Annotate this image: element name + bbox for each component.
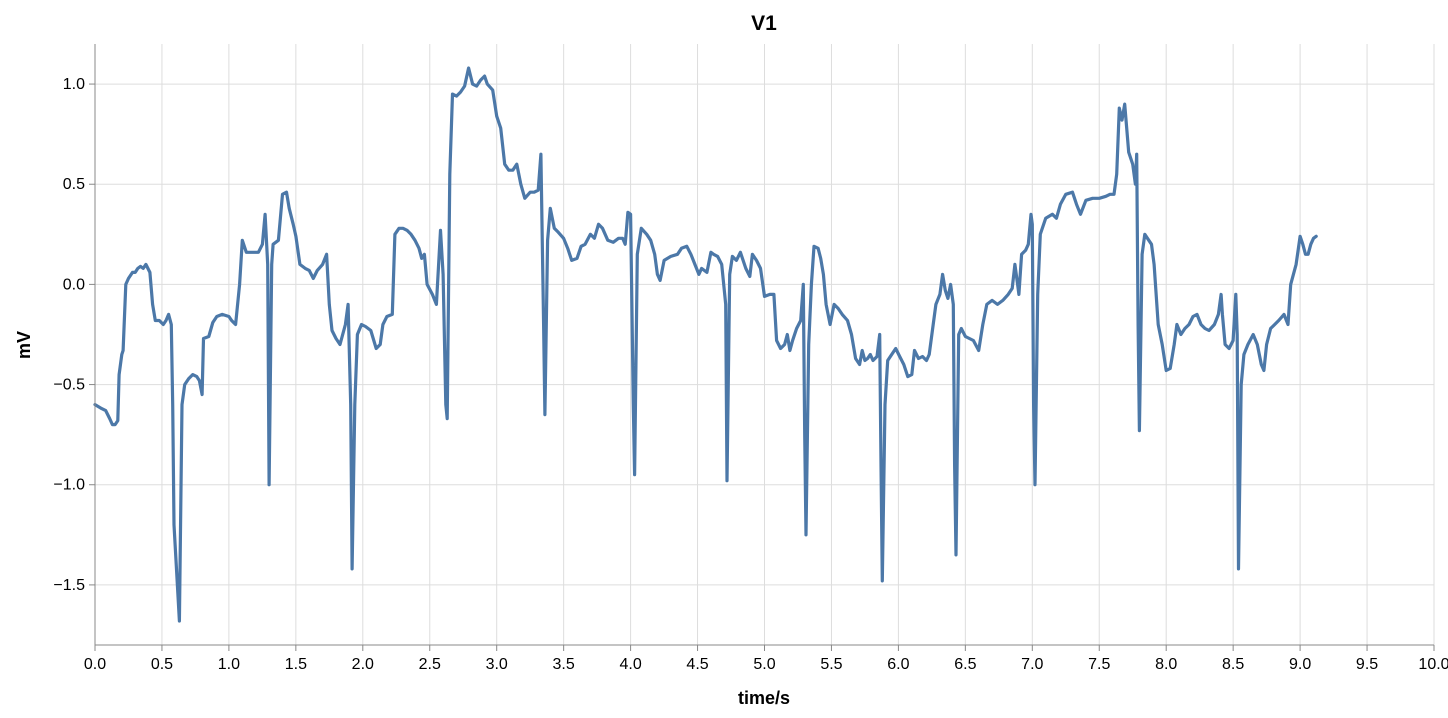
x-tick-label: 4.5 xyxy=(686,656,708,673)
x-tick-label: 8.0 xyxy=(1155,656,1177,673)
x-tick-label: 2.0 xyxy=(352,656,374,673)
x-tick-label: 9.0 xyxy=(1289,656,1311,673)
x-tick-label: 5.5 xyxy=(820,656,842,673)
x-tick-label: 6.5 xyxy=(954,656,976,673)
x-axis-title: time/s xyxy=(738,688,790,708)
x-tick-label: 6.0 xyxy=(887,656,909,673)
x-tick-label: 0.5 xyxy=(151,656,173,673)
x-tick-label: 9.5 xyxy=(1356,656,1378,673)
x-tick-label: 8.5 xyxy=(1222,656,1244,673)
x-tick-label: 10.0 xyxy=(1418,656,1448,673)
x-tick-label: 5.0 xyxy=(753,656,775,673)
y-axis-title: mV xyxy=(14,331,34,359)
y-axis: −1.5 −1.0 −0.5 0.0 0.5 1.0 xyxy=(53,76,95,594)
y-tick-label: 1.0 xyxy=(63,76,85,93)
series-layer xyxy=(93,66,1318,623)
chart-title: V1 xyxy=(751,12,777,35)
y-tick-label: 0.0 xyxy=(63,276,85,293)
x-tick-label: 1.5 xyxy=(285,656,307,673)
y-tick-label: −1.0 xyxy=(53,477,85,494)
x-tick-label: 4.0 xyxy=(619,656,641,673)
x-tick-label: 7.0 xyxy=(1021,656,1043,673)
y-tick-label: 0.5 xyxy=(63,176,85,193)
series-line-0 xyxy=(93,66,1318,623)
grid xyxy=(94,44,1435,645)
x-tick-label: 0.0 xyxy=(84,656,106,673)
x-tick-label: 1.0 xyxy=(218,656,240,673)
x-tick-label: 3.0 xyxy=(486,656,508,673)
y-tick-label: −1.5 xyxy=(53,577,85,594)
x-axis: 0.0 0.5 1.0 1.5 2.0 2.5 3.0 3.5 4.0 4.5 5.0 5.5 6.0 6… xyxy=(84,645,1448,673)
y-tick-label: −0.5 xyxy=(53,377,85,394)
x-tick-label: 2.5 xyxy=(419,656,441,673)
x-tick-label: 7.5 xyxy=(1088,656,1110,673)
x-tick-label: 3.5 xyxy=(553,656,575,673)
